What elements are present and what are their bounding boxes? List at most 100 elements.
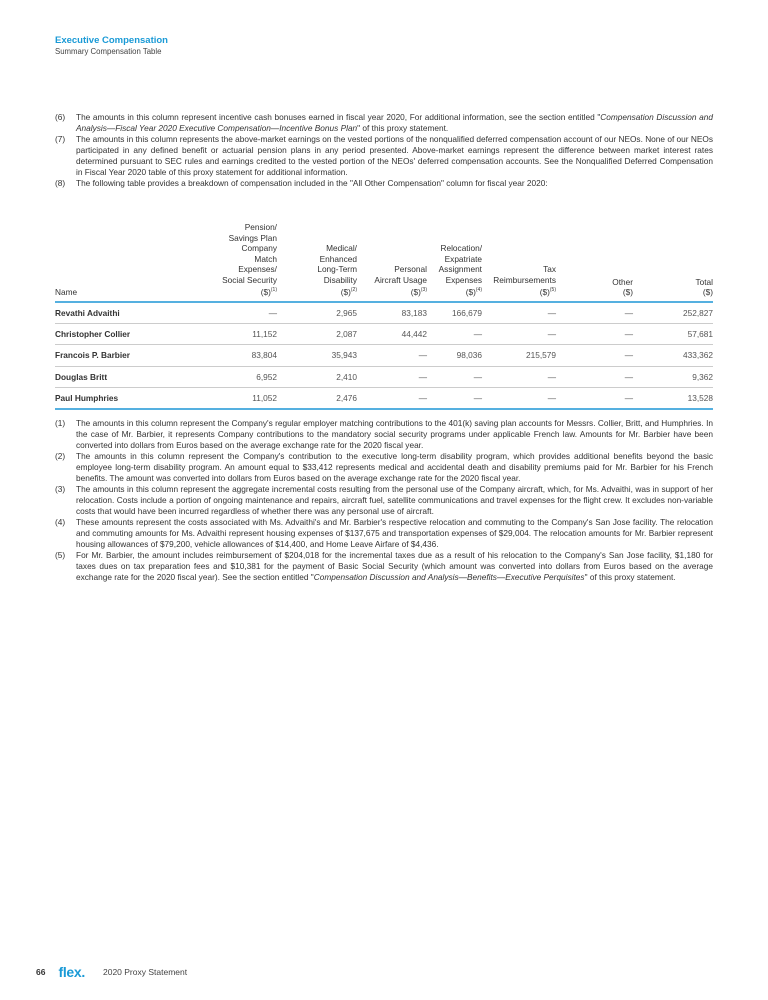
table-cell: — xyxy=(200,301,277,324)
table-cell: — xyxy=(427,387,482,410)
column-header-line: Disability xyxy=(323,274,357,285)
footnote-text-part: " of this proxy statement. xyxy=(357,123,449,133)
column-header: Name xyxy=(55,222,200,303)
column-header: Total ($) xyxy=(633,222,713,303)
footnote-number: (6) xyxy=(55,112,66,122)
table-cell: 13,528 xyxy=(633,387,713,410)
table-cell: 11,152 xyxy=(200,323,277,345)
column-header-line: ($) xyxy=(465,287,476,297)
table-cell: 44,442 xyxy=(357,323,427,345)
document-title: 2020 Proxy Statement xyxy=(102,967,188,977)
column-header-line: Pension/ xyxy=(244,222,277,232)
table-cell: — xyxy=(482,301,556,324)
page-number: 66 xyxy=(36,967,46,977)
table-cell: 9,362 xyxy=(633,366,713,388)
column-header: Tax Reimbursements ($)(5) xyxy=(482,222,556,303)
footnote-text-part: The amounts in this column represent the… xyxy=(76,418,713,450)
footnote: (8) The following table provides a breakd… xyxy=(55,178,713,189)
footnote-text-part: The following table provides a breakdown… xyxy=(76,178,548,188)
employee-name: Paul Humphries xyxy=(55,387,200,410)
column-header-line: Aircraft Usage xyxy=(374,274,427,285)
column-header-line: ($) xyxy=(260,287,271,297)
table-row: Christopher Collier 11,152 2,087 44,442— — —5… xyxy=(55,323,713,345)
footnote: (6) The amounts in this column represent … xyxy=(55,112,713,134)
table-row: Francois P. Barbier 83,804 35,943—98,036 21… xyxy=(55,344,713,367)
footnote-text: The following table provides a breakdown… xyxy=(76,178,713,189)
footnote-ref: (4) xyxy=(475,287,482,293)
footnote-text: The amounts in this column represent the… xyxy=(76,484,713,517)
employee-name: Douglas Britt xyxy=(55,366,200,388)
table-cell: — xyxy=(556,344,633,367)
footnote-text-part: The amounts in this column represent the… xyxy=(76,484,713,516)
column-header-line: Expatriate xyxy=(444,253,482,264)
footnote: (1) The amounts in this column represent … xyxy=(55,418,713,451)
employee-name: Christopher Collier xyxy=(55,323,200,345)
table-cell: 98,036 xyxy=(427,344,482,367)
column-header-line: Company xyxy=(241,243,277,253)
table-cell: 2,965 xyxy=(277,301,357,324)
footnote-ref: (3) xyxy=(420,287,427,293)
column-header-line: ($) xyxy=(539,287,550,297)
table-row: Revathi Advaithi —2,965 83,183 166,679— —252… xyxy=(55,301,713,324)
table-row: Paul Humphries 11,052 2,476— — — —13,528 xyxy=(55,387,713,410)
footnote-text: The amounts in this column represent the… xyxy=(76,451,713,484)
footnote-text-part: Compensation Discussion and Analysis—Ben… xyxy=(313,572,585,582)
footnote-text-part: The amounts in this column represent the… xyxy=(76,451,713,483)
table-row: Douglas Britt 6,952 2,410— — — —9,362 xyxy=(55,366,713,388)
footnote: (3) The amounts in this column represent … xyxy=(55,484,713,517)
footnote-text: For Mr. Barbier, the amount includes rei… xyxy=(76,550,713,583)
table-cell: 215,579 xyxy=(482,344,556,367)
column-header-line: Relocation/ xyxy=(440,243,482,253)
footnote: (5) For Mr. Barbier, the amount includes … xyxy=(55,550,713,583)
table-header-row: Name Pension/Savings Plan Company Match Expe… xyxy=(55,222,713,303)
employee-name: Francois P. Barbier xyxy=(55,344,200,367)
table-cell: — xyxy=(427,366,482,388)
table-cell: — xyxy=(556,323,633,345)
section-title: Executive Compensation xyxy=(55,35,168,46)
column-header-line: Assignment xyxy=(438,264,482,274)
footnote-number: (7) xyxy=(55,134,66,144)
column-header-line: Match xyxy=(254,253,277,264)
table-cell: 2,410 xyxy=(277,366,357,388)
table-cell: 6,952 xyxy=(200,366,277,388)
column-header: Personal Aircraft Usage ($)(3) xyxy=(357,222,427,303)
footnote-number: (2) xyxy=(55,451,66,461)
footnote-text-part: The amounts in this column represent inc… xyxy=(76,112,601,122)
footnote-text: These amounts represent the costs associ… xyxy=(76,517,713,550)
footnote-number: (8) xyxy=(55,178,66,188)
table-cell: 252,827 xyxy=(633,301,713,324)
table-cell: 83,183 xyxy=(357,301,427,324)
column-header-line: ($) xyxy=(410,287,421,297)
table-cell: — xyxy=(357,366,427,388)
column-header: Relocation/Expatriate Assignment Expenses (… xyxy=(427,222,482,303)
table-cell: 35,943 xyxy=(277,344,357,367)
footnote-text: The amounts in this column represent inc… xyxy=(76,112,713,134)
footnote-ref: (5) xyxy=(549,287,556,293)
column-header-line: Other xyxy=(612,276,633,287)
footnote-text-part: " of this proxy statement. xyxy=(584,572,676,582)
column-header: Pension/Savings Plan Company Match Expenses… xyxy=(200,222,277,303)
column-header-line: Tax xyxy=(543,264,556,274)
table-cell: — xyxy=(482,387,556,410)
page-footer: 66 flex. 2020 Proxy Statement xyxy=(36,964,187,980)
footnote-ref: (1) xyxy=(270,287,277,293)
column-header-line: ($) xyxy=(622,287,633,297)
table-cell: — xyxy=(357,387,427,410)
table-cell: — xyxy=(427,323,482,345)
table-cell: 433,362 xyxy=(633,344,713,367)
column-header-line: Expenses/ xyxy=(238,264,277,274)
column-header-line: ($) xyxy=(340,287,351,297)
table-cell: 2,087 xyxy=(277,323,357,345)
column-header-line: Long-Term xyxy=(317,264,357,274)
column-header-line: Medical/ xyxy=(326,243,357,253)
footnote-text-part: The amounts in this column represents th… xyxy=(76,134,713,177)
column-header-line: Enhanced xyxy=(319,253,357,264)
footnote-number: (4) xyxy=(55,517,66,527)
footnote-text: The amounts in this column represents th… xyxy=(76,134,713,178)
footnote: (4) These amounts represent the costs ass… xyxy=(55,517,713,550)
footnote-number: (5) xyxy=(55,550,66,560)
column-header-line: Name xyxy=(55,287,78,297)
table-cell: 11,052 xyxy=(200,387,277,410)
footnote-number: (3) xyxy=(55,484,66,494)
table-cell: — xyxy=(357,344,427,367)
